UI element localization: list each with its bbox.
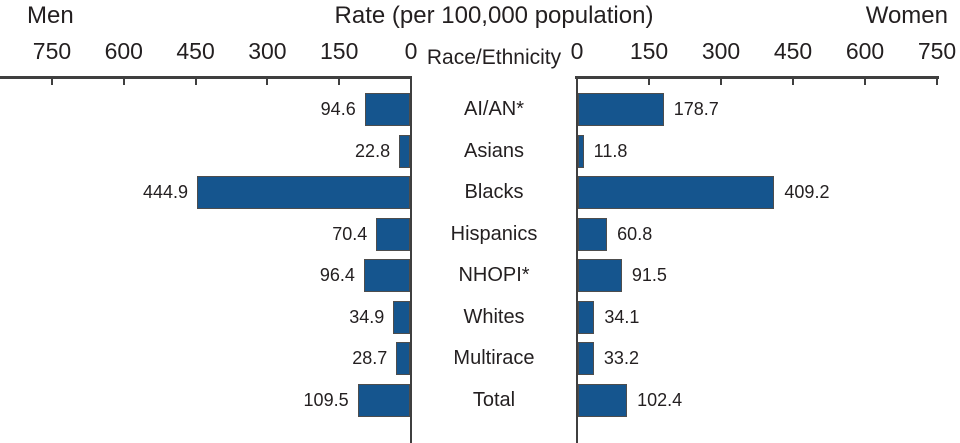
value-label-men: 70.4 — [332, 223, 368, 244]
bar-men — [393, 300, 410, 334]
women-axis-tick-label: 450 — [773, 38, 813, 64]
men-axis-tick — [266, 79, 269, 85]
value-label-women: 91.5 — [631, 265, 667, 285]
women-axis-tick-label: 600 — [845, 38, 885, 64]
value-label-men: 34.9 — [349, 306, 385, 327]
value-label-men: 94.6 — [320, 99, 356, 119]
value-label-women: 178.7 — [673, 99, 719, 119]
women-axis-tick — [936, 79, 938, 85]
value-label-men: 22.8 — [355, 140, 391, 161]
value-label-men: 96.4 — [319, 265, 355, 285]
value-label-men: 28.7 — [352, 348, 388, 368]
bar-women — [578, 134, 584, 168]
race-ethnicity-axis-label: Race/Ethnicity — [426, 46, 562, 69]
bar-women — [578, 300, 595, 334]
value-label-women: 11.8 — [593, 140, 628, 161]
men-axis-tick — [338, 79, 341, 85]
men-axis-tick — [194, 79, 197, 85]
women-zero-baseline — [576, 76, 578, 443]
value-label-women: 33.2 — [603, 348, 639, 368]
women-axis-tick — [720, 79, 722, 85]
men-axis-tick-label: 300 — [248, 38, 287, 64]
men-axis-tick-label: 0 — [404, 38, 418, 64]
bar-men — [363, 259, 410, 292]
value-label-women: 102.4 — [637, 389, 683, 410]
women-axis-tick-label: 150 — [629, 38, 669, 64]
bar-men — [197, 176, 410, 209]
women-axis-tick — [864, 79, 866, 85]
bar-men — [376, 217, 410, 251]
value-label-women: 60.8 — [617, 223, 653, 244]
women-axis-tick — [648, 79, 650, 85]
men-axis-title: Men — [27, 2, 74, 29]
category-label: AI/AN* — [463, 98, 525, 120]
category-label: Multirace — [453, 347, 535, 369]
men-axis-tick-label: 600 — [104, 38, 143, 64]
women-axis-title: Women — [865, 2, 948, 29]
men-axis-tick — [50, 79, 53, 85]
value-label-men: 444.9 — [142, 182, 189, 202]
category-label: Blacks — [464, 181, 524, 203]
value-label-women: 409.2 — [784, 182, 830, 202]
value-label-men: 109.5 — [303, 389, 349, 410]
bar-women — [578, 93, 664, 126]
bar-men — [399, 134, 410, 168]
men-axis-tick-label: 150 — [320, 38, 359, 64]
bar-women — [578, 342, 594, 375]
men-axis-tick-label: 750 — [32, 38, 72, 64]
category-label: Whites — [463, 305, 525, 328]
chart-title: Rate (per 100,000 population) — [334, 2, 654, 29]
category-label: Hispanics — [450, 222, 538, 245]
bar-men — [357, 383, 410, 417]
women-axis-line — [575, 76, 939, 79]
bar-women — [578, 217, 608, 251]
men-zero-baseline — [410, 76, 412, 443]
women-axis-tick — [792, 79, 794, 85]
women-axis-tick-label: 300 — [701, 38, 741, 64]
men-axis-tick-label: 450 — [176, 38, 215, 64]
value-label-women: 34.1 — [604, 306, 640, 327]
bar-women — [578, 176, 775, 209]
bar-women — [578, 259, 622, 292]
category-label: Total — [472, 388, 516, 411]
bar-men — [364, 93, 410, 126]
men-axis-tick — [122, 79, 125, 85]
category-label: NHOPI* — [458, 264, 530, 286]
men-axis-line — [0, 76, 412, 79]
bar-men — [396, 342, 410, 375]
women-axis-tick-label: 750 — [917, 38, 957, 64]
bar-women — [578, 383, 628, 417]
category-label: Asians — [463, 139, 525, 162]
women-axis-tick-label: 0 — [570, 38, 584, 64]
